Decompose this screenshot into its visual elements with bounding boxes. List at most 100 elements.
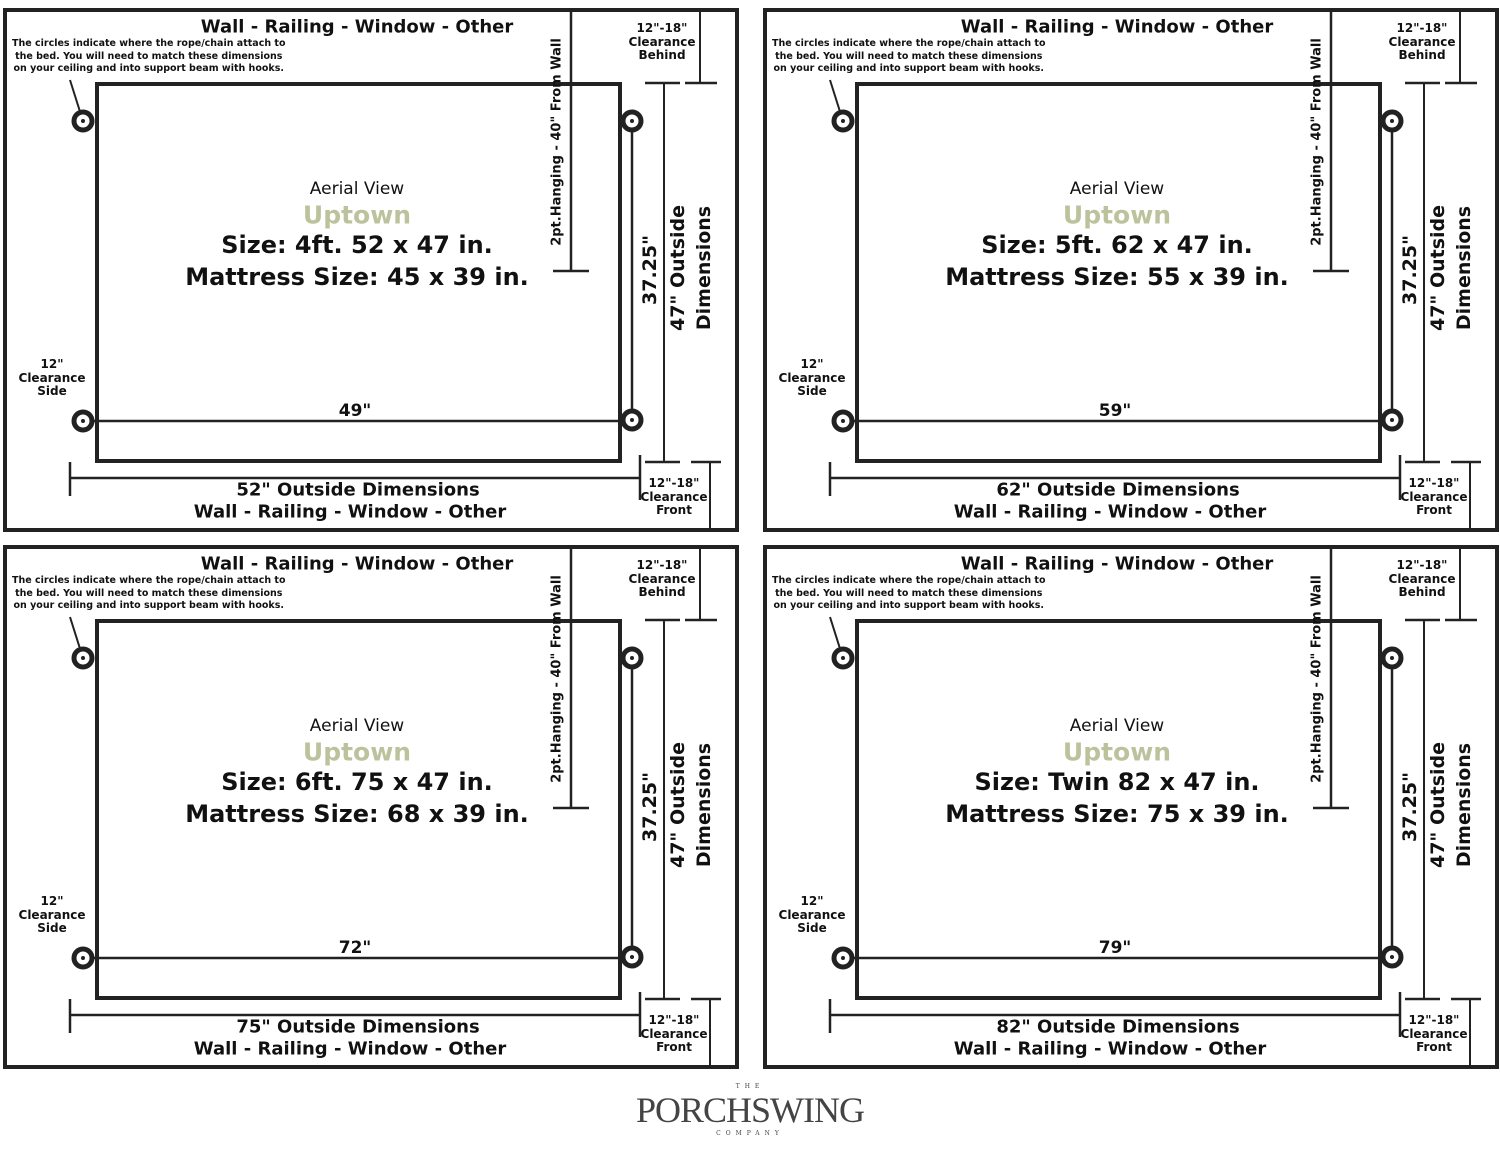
clearance-side-label-line: Clearance [778,907,846,922]
size-diagram-panel: Wall - Railing - Window - Other The circl… [3,545,739,1069]
attachment-note-line: on your ceiling and into support beam wi… [13,63,284,74]
clearance-behind-label-line: Behind [1398,584,1446,599]
clearance-side-label-line: Side [797,383,827,398]
size-diagram-panel: Wall - Railing - Window - Other The circl… [763,545,1499,1069]
top-wall-label: Wall - Railing - Window - Other [960,553,1274,575]
clearance-side-label-line: 12" [800,356,824,371]
size-diagram-panel: Wall - Railing - Window - Other The circl… [3,8,739,532]
clearance-behind-label-line: 12"-18" [636,557,688,572]
attachment-note-line: the bed. You will need to match these di… [775,587,1043,599]
aerial-view-label: Aerial View [309,179,405,199]
clearance-behind-label-line: Clearance [628,34,696,49]
bottom-wall-label: Wall - Railing - Window - Other [953,1038,1267,1060]
attachment-note-line: on your ceiling and into support beam wi… [773,600,1044,611]
hook-center [841,656,845,660]
outside-depth-label-line: 47" Outside [667,741,689,869]
clearance-side-label-line: 12" [800,893,824,908]
hook-center [81,956,85,960]
hook-center [841,419,845,423]
outside-depth-label-line: 47" Outside [1427,204,1449,332]
clearance-behind-label-line: Behind [638,584,686,599]
attachment-note-line: the bed. You will need to match these di… [15,50,283,62]
clearance-front-label-line: Clearance [1400,1026,1468,1041]
top-wall-label: Wall - Railing - Window - Other [200,553,514,575]
size-label: Size: 5ft. 62 x 47 in. [981,231,1253,259]
aerial-view-label: Aerial View [309,716,405,736]
clearance-behind-label: 12"-18" Clearance Behind [628,557,696,600]
clearance-behind-label-line: 12"-18" [1396,20,1448,35]
clearance-behind-label-line: Clearance [628,571,696,586]
logo-the: THE [735,1083,765,1090]
clearance-front-label-line: Clearance [640,1026,708,1041]
clearance-side-label: 12" Clearance Side [778,893,846,936]
bottom-wall-label: Wall - Railing - Window - Other [193,501,507,523]
hanging-distance-label: 2pt.Hanging - 40" From Wall [1309,38,1325,246]
panel-border [3,545,739,1069]
clearance-front-label-line: 12"-18" [648,475,700,490]
inner-width-label: 59" [1098,401,1132,421]
inner-width-label: 49" [338,401,372,421]
attachment-note: The circles indicate where the rope/chai… [12,38,285,76]
outside-depth-label: 47" Outside Dimensions [1425,742,1477,868]
outside-depth-label-line: 47" Outside [667,204,689,332]
clearance-behind-label-line: Clearance [1388,34,1456,49]
clearance-behind-label: 12"-18" Clearance Behind [628,20,696,63]
panel-lines [3,8,739,532]
hook-center [81,419,85,423]
panel-lines [763,8,1499,532]
outside-depth-label-line: Dimensions [693,205,715,331]
clearance-side-label: 12" Clearance Side [779,356,846,399]
bed-outline [95,82,622,463]
clearance-front-label-line: 12"-18" [1408,1012,1460,1027]
clearance-side-label-line: Clearance [18,370,86,385]
size-label: Size: Twin 82 x 47 in. [974,768,1260,796]
inner-depth-label: 37.25" [639,772,661,842]
inner-depth-label: 37.25" [639,235,661,305]
logo-company: COMPANY [716,1130,784,1137]
top-wall-label: Wall - Railing - Window - Other [960,16,1274,38]
attachment-note: The circles indicate where the rope/chai… [772,38,1045,76]
attachment-note: The circles indicate where the rope/chai… [772,575,1045,613]
clearance-behind-label-line: 12"-18" [1396,557,1448,572]
clearance-front-label-line: Front [1416,1039,1452,1054]
top-wall-label: Wall - Railing - Window - Other [200,16,514,38]
outside-depth-label-line: Dimensions [1453,205,1475,331]
mattress-size-label: Mattress Size: 55 x 39 in. [945,263,1289,291]
clearance-side-label-line: Clearance [18,907,86,922]
hook-center [1390,955,1394,959]
inner-width-label: 72" [338,938,372,958]
hook-center [630,656,634,660]
size-diagram-panel: Wall - Railing - Window - Other The circl… [763,8,1499,532]
outside-depth-label: 47" Outside Dimensions [665,205,717,331]
clearance-side-label-line: Side [37,920,67,935]
outside-width-label: 75" Outside Dimensions [236,1016,480,1038]
clearance-side-label-line: 12" [40,893,64,908]
clearance-behind-label-line: Clearance [1388,571,1456,586]
attachment-note-line: The circles indicate where the rope/chai… [12,575,286,586]
bottom-wall-label: Wall - Railing - Window - Other [953,501,1267,523]
clearance-behind-label: 12"-18" Clearance Behind [1388,20,1456,63]
model-name: Uptown [1062,200,1172,230]
hanging-distance-label: 2pt.Hanging - 40" From Wall [549,575,565,783]
panel-lines [763,545,1499,1069]
outside-depth-label: 47" Outside Dimensions [665,742,717,868]
hook-center [841,119,845,123]
outside-depth-label-line: 47" Outside [1427,741,1449,869]
hook-center [630,119,634,123]
clearance-front-label: 12"-18" Clearance Front [1401,475,1468,518]
clearance-side-label-line: Side [797,920,827,935]
clearance-front-label-line: 12"-18" [648,1012,700,1027]
bottom-wall-label: Wall - Railing - Window - Other [193,1038,507,1060]
hook-center [81,656,85,660]
panel-border [3,8,739,532]
clearance-side-label: 12" Clearance Side [18,357,86,399]
clearance-behind-label-line: 12"-18" [636,20,688,35]
aerial-view-label: Aerial View [1069,716,1165,736]
clearance-front-label-line: 12"-18" [1408,475,1460,490]
porchswing-logo: THE PORCHSWING COMPANY [636,1083,865,1137]
mattress-size-label: Mattress Size: 68 x 39 in. [185,800,529,828]
hook-center [1390,418,1394,422]
hook-center [81,119,85,123]
clearance-front-label-line: Front [656,502,692,517]
bed-outline [95,619,622,1000]
